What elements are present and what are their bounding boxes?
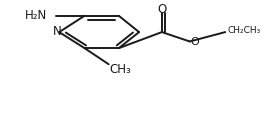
Text: N: N xyxy=(53,25,62,38)
Text: CH₃: CH₃ xyxy=(110,63,131,76)
Text: O: O xyxy=(191,37,200,47)
Text: O: O xyxy=(157,3,167,16)
Text: H₂N: H₂N xyxy=(25,9,47,22)
Text: CH₂CH₃: CH₂CH₃ xyxy=(227,26,260,35)
